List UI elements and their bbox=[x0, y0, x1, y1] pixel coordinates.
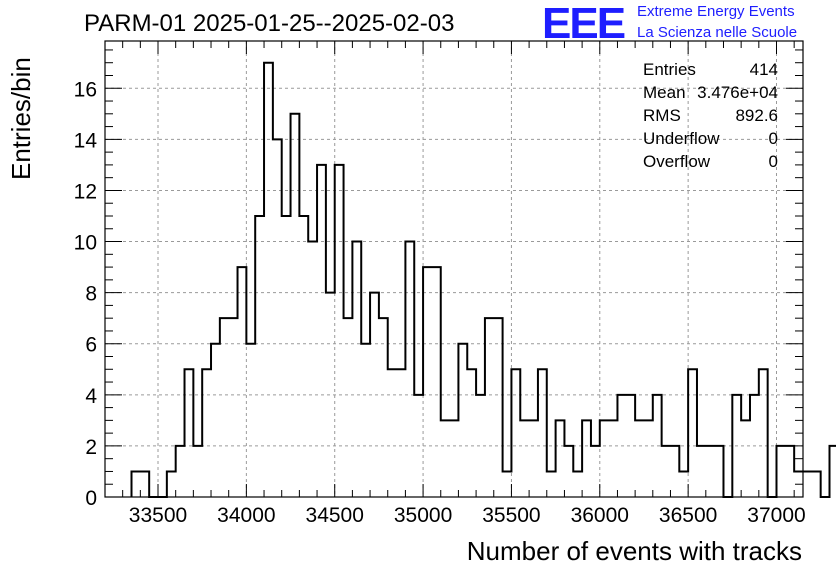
x-tick-label: 37000 bbox=[747, 504, 805, 527]
x-axis-label: Number of events with tracks bbox=[466, 536, 802, 566]
x-tick-label: 36500 bbox=[659, 504, 717, 527]
axes: 33500 34000 34500 35000 35500 36000 36500 37000… bbox=[74, 40, 806, 527]
y-tick-label: 14 bbox=[74, 129, 98, 152]
y-axis-label: Entries/bin bbox=[6, 57, 36, 180]
stat-overflow-label: Overflow bbox=[643, 152, 711, 171]
y-tick-label: 6 bbox=[85, 334, 97, 357]
y-tick-label: 2 bbox=[85, 436, 97, 459]
x-tick-label: 35000 bbox=[394, 504, 452, 527]
y-tick-label: 8 bbox=[85, 283, 97, 306]
x-tick-label: 34000 bbox=[217, 504, 275, 527]
plot-frame bbox=[104, 40, 804, 498]
stat-underflow-label: Underflow bbox=[643, 129, 720, 148]
x-tick-label: 33500 bbox=[129, 504, 187, 527]
grid-lines bbox=[105, 41, 803, 497]
stat-underflow-value: 0 bbox=[768, 129, 778, 148]
y-tick-label: 4 bbox=[85, 385, 97, 408]
chart-title: PARM-01 2025-01-25--2025-02-03 bbox=[84, 10, 455, 37]
logo-subtitle-2: La Scienza nelle Scuole bbox=[637, 24, 798, 41]
stat-entries-label: Entries bbox=[643, 60, 696, 79]
x-tick-label: 35500 bbox=[482, 504, 540, 527]
histogram-series bbox=[130, 61, 836, 498]
y-tick-label: 0 bbox=[85, 487, 97, 510]
x-tick-label: 34500 bbox=[306, 504, 364, 527]
stat-entries-value: 414 bbox=[749, 60, 778, 79]
stat-overflow-value: 0 bbox=[768, 152, 778, 171]
y-tick-label: 10 bbox=[74, 232, 97, 255]
stat-rms-value: 892.6 bbox=[735, 106, 778, 125]
x-tick-label: 36000 bbox=[571, 504, 629, 527]
logo-subtitle-1: Extreme Energy Events bbox=[637, 3, 795, 20]
stat-mean-value: 3.476e+04 bbox=[697, 83, 778, 102]
eee-logo: EEE bbox=[542, 0, 626, 48]
y-tick-label: 16 bbox=[74, 78, 97, 101]
stat-mean-label: Mean bbox=[643, 83, 686, 102]
stat-rms-label: RMS bbox=[643, 106, 681, 125]
y-tick-label: 12 bbox=[74, 180, 97, 203]
histogram-outline bbox=[130, 61, 836, 498]
